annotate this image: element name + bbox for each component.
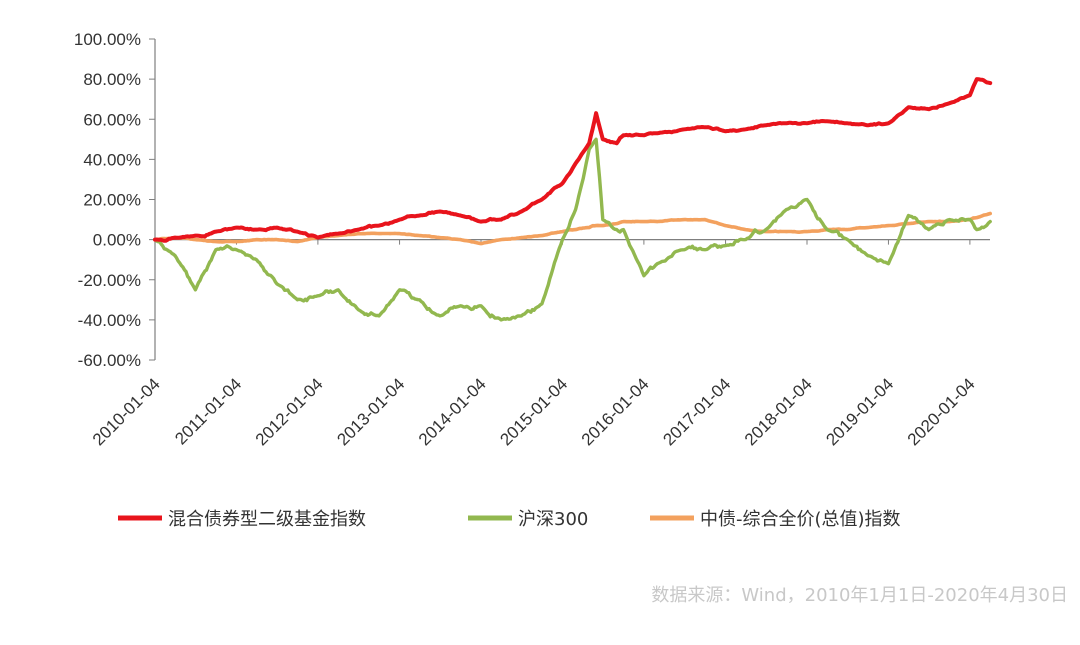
series-line — [153, 137, 992, 322]
y-tick-label: 100.00% — [74, 30, 141, 49]
x-tick-label: 2016-01-04 — [578, 374, 653, 449]
x-tick-label: 2010-01-04 — [89, 374, 164, 449]
series-line — [153, 77, 993, 243]
x-tick-label: 2015-01-04 — [496, 374, 571, 449]
x-tick-label: 2013-01-04 — [333, 374, 408, 449]
legend-label: 沪深300 — [518, 509, 588, 530]
legend-label: 混合债券型二级基金指数 — [168, 509, 366, 530]
chart-series-layer — [153, 77, 993, 322]
y-tick-label: 40.00% — [83, 150, 141, 169]
x-tick-label: 2018-01-04 — [741, 374, 816, 449]
legend-label: 中债-综合全价(总值)指数 — [700, 509, 901, 530]
y-tick-label: -20.00% — [78, 271, 141, 290]
x-tick-label: 2020-01-04 — [904, 374, 979, 449]
chart-legend: 混合债券型二级基金指数 沪深300 中债-综合全价(总值)指数 — [118, 509, 901, 530]
y-tick-label: -40.00% — [78, 311, 141, 330]
x-tick-label: 2011-01-04 — [171, 374, 245, 448]
x-tick-label: 2019-01-04 — [822, 374, 897, 449]
y-tick-label: 0.00% — [93, 231, 141, 250]
y-tick-label: -60.00% — [78, 351, 141, 370]
data-source-note: 数据来源：Wind，2010年1月1日-2020年4月30日 — [651, 585, 1068, 606]
x-tick-label: 2012-01-04 — [252, 374, 327, 449]
y-tick-label: 80.00% — [83, 70, 141, 89]
y-tick-label: 60.00% — [83, 110, 141, 129]
series-line — [153, 211, 992, 246]
x-tick-label: 2017-01-04 — [659, 374, 734, 449]
y-tick-label: 20.00% — [83, 191, 141, 210]
x-tick-label: 2014-01-04 — [415, 374, 490, 449]
